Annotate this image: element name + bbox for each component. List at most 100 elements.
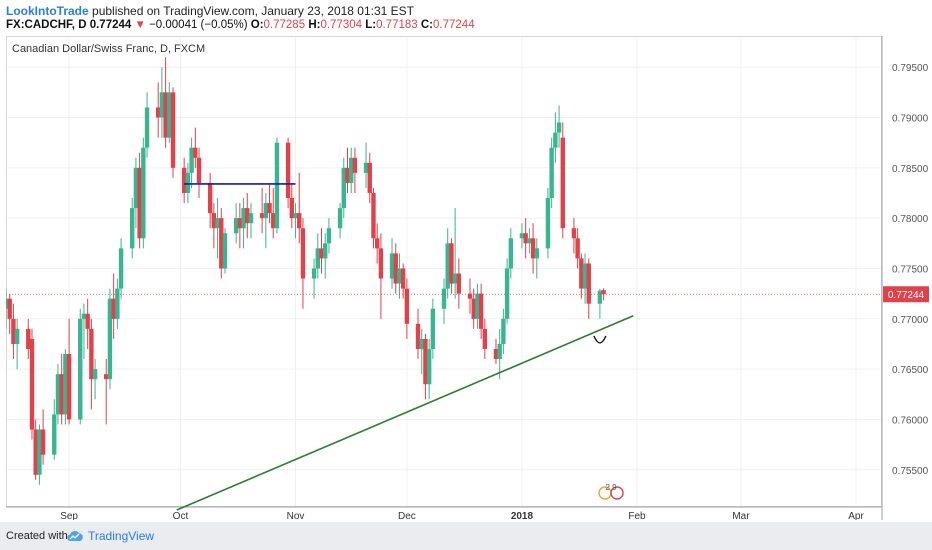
down-arrow-icon: ▼ [134, 19, 146, 31]
price-tick-label: 0.76500 [892, 365, 929, 376]
candle [14, 318, 20, 370]
candle-body [352, 157, 358, 173]
candle [137, 152, 142, 249]
candle-body [341, 167, 346, 209]
candle [553, 112, 558, 163]
candle [404, 278, 410, 339]
candle [271, 187, 276, 239]
candle [237, 203, 243, 249]
drawings[interactable]: 2 9 [176, 183, 634, 511]
candle-body [519, 233, 525, 239]
candle-body [508, 238, 514, 269]
candle-body [289, 198, 295, 219]
candle [159, 67, 165, 138]
candle [349, 147, 354, 193]
time-axis[interactable]: Sep Oct Nov Dec 2018 Feb Mar Apr [60, 511, 864, 522]
candle [378, 233, 384, 319]
candle [85, 298, 90, 349]
candle-body [85, 313, 90, 329]
candle [441, 278, 447, 324]
candle [374, 223, 380, 264]
candle-body [300, 228, 306, 279]
candle-body [389, 253, 395, 279]
close-label: C: [420, 19, 434, 31]
candle-body [571, 228, 577, 239]
candle [163, 57, 168, 148]
event-label: 2 9 [605, 483, 617, 492]
candle [426, 338, 432, 400]
candle [196, 147, 202, 199]
candle [274, 137, 280, 234]
candle-body [426, 348, 432, 385]
candlestick-chart[interactable]: Canadian Dollar/Swiss Franc, D, FXCM 0.7… [3, 36, 930, 522]
symbol-label[interactable]: FX:CADCHF, D [6, 19, 87, 31]
candle [367, 152, 372, 204]
tradingview-logo[interactable]: TradingView [66, 528, 154, 544]
candle [3, 288, 9, 329]
candle [233, 203, 239, 244]
price-change: −0.00041 (−0.05%) [149, 19, 248, 31]
author-link[interactable]: LookIntoTrade [6, 4, 89, 18]
candle [371, 187, 376, 249]
candle-body [3, 298, 9, 309]
candle-body [367, 162, 372, 193]
candle [534, 238, 539, 279]
current-price-label: 0.77244 [888, 290, 925, 301]
candle-body [267, 203, 272, 214]
candle [155, 82, 161, 138]
candle-body [397, 268, 402, 284]
candle [104, 359, 109, 425]
candle-body [115, 288, 120, 319]
candle-body [349, 157, 354, 183]
candle [423, 333, 428, 400]
candle [449, 238, 454, 294]
candle-body [337, 208, 343, 229]
chart-header: LookIntoTrade published on TradingView.c… [0, 0, 932, 36]
candle-body [579, 258, 584, 289]
candle [571, 218, 577, 254]
candle [430, 298, 436, 360]
candle-body [55, 374, 61, 415]
candle [597, 288, 603, 319]
grid-lines [6, 36, 882, 507]
open-value: 0.77285 [263, 19, 306, 31]
candle-body [293, 213, 298, 219]
candle-body [189, 147, 194, 173]
candle-body [393, 253, 398, 284]
event-circle [610, 486, 624, 500]
candle [215, 198, 220, 259]
candle [501, 308, 506, 355]
high-value: 0.77304 [320, 19, 363, 31]
candle [144, 92, 150, 158]
candle-body [556, 122, 562, 133]
published-text: published on TradingView.com, January 23… [92, 4, 415, 18]
event-marker-icon: 2 9 [598, 483, 624, 500]
candle [471, 288, 476, 329]
last-price: 0.77244 [89, 19, 132, 31]
plot-border [6, 36, 882, 507]
candle-body [111, 298, 116, 319]
candle [66, 318, 72, 425]
price-axis[interactable]: 0.79500 0.79000 0.78500 0.78000 0.77500 0.770… [892, 63, 929, 477]
candle-body [7, 298, 12, 319]
candle-body [363, 162, 369, 173]
candle [193, 127, 198, 168]
candle-body [52, 414, 57, 455]
candle-body [59, 374, 64, 415]
candle [311, 258, 317, 299]
candle-body [527, 238, 532, 244]
candle [78, 308, 83, 425]
candle-body [104, 374, 109, 380]
candle [319, 228, 324, 274]
candle-body [245, 208, 250, 224]
candles [3, 57, 606, 485]
candle-body [274, 142, 280, 229]
candle [456, 258, 462, 309]
candle-body [504, 268, 510, 319]
candle-body [378, 248, 384, 279]
candle-body [259, 213, 265, 219]
candle-body [326, 228, 332, 244]
candle [497, 328, 502, 380]
candle-body [248, 213, 254, 224]
chart-area[interactable]: Canadian Dollar/Swiss Franc, D, FXCM 0.7… [3, 36, 930, 522]
